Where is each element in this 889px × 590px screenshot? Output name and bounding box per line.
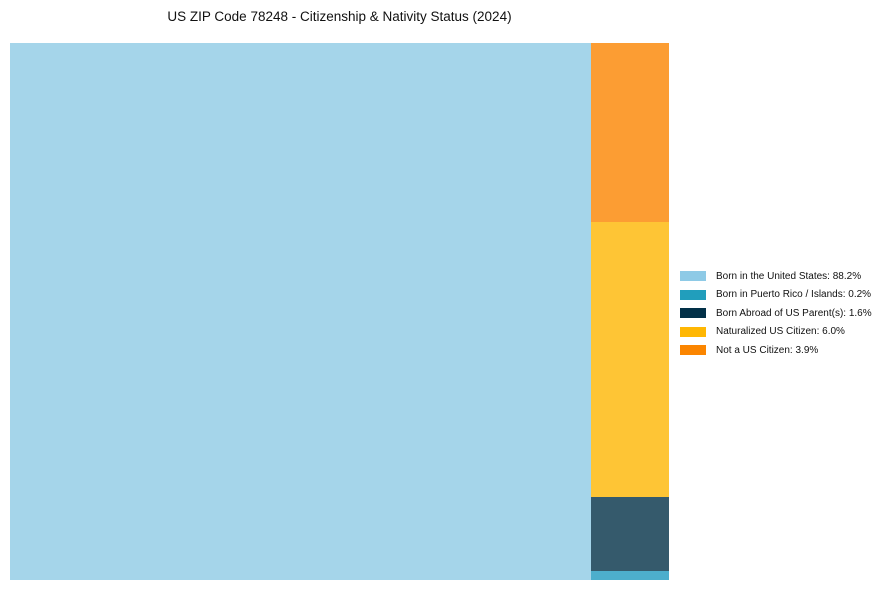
tile-born-puerto-rico [591,571,669,580]
legend-label: Born in Puerto Rico / Islands: 0.2% [716,289,872,301]
legend-label: Not a US Citizen: 3.9% [716,344,819,356]
legend-swatch [680,345,706,356]
tile-naturalized [591,222,669,497]
legend: Born in the United States: 88.2% Born in… [680,267,872,360]
legend-item-born-in-us: Born in the United States: 88.2% [680,267,872,286]
legend-swatch [680,289,706,300]
tile-not-us-citizen [591,43,669,222]
legend-swatch [680,326,706,337]
legend-swatch [680,308,706,319]
treemap-plot [10,43,669,580]
legend-item-born-puerto-rico: Born in Puerto Rico / Islands: 0.2% [680,286,872,305]
tile-born-in-us [10,43,591,580]
tile-born-abroad-us-parents [591,497,669,571]
legend-label: Naturalized US Citizen: 6.0% [716,326,845,338]
legend-label: Born in the United States: 88.2% [716,270,862,282]
chart-title: US ZIP Code 78248 - Citizenship & Nativi… [167,9,512,24]
legend-label: Born Abroad of US Parent(s): 1.6% [716,307,872,319]
legend-item-not-citizen: Not a US Citizen: 3.9% [680,341,872,360]
legend-item-naturalized: Naturalized US Citizen: 6.0% [680,323,872,342]
legend-swatch [680,271,706,282]
legend-item-born-abroad: Born Abroad of US Parent(s): 1.6% [680,304,872,323]
